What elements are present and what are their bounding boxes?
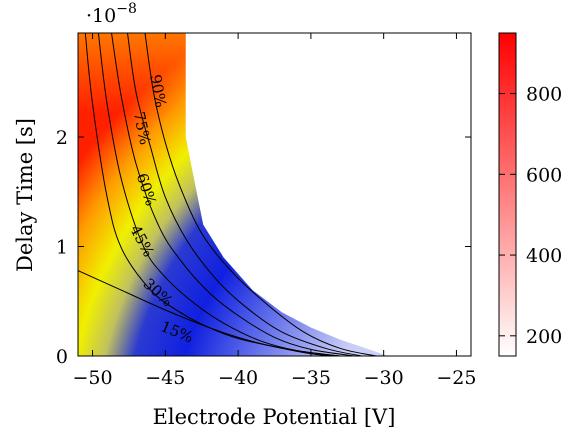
colorbar (498, 32, 517, 357)
x-tick-label: −25 (436, 367, 476, 389)
plot-frame (77, 32, 472, 357)
contour-line-4 (111, 33, 355, 356)
y-axis-label: Delay Time [s] (13, 118, 37, 272)
x-tick-label: −35 (291, 367, 331, 389)
colorbar-tick-label: 800 (526, 84, 562, 106)
colorbar-tick-label: 600 (526, 164, 562, 186)
y-tick-label: 2 (56, 127, 68, 149)
colorbar-ticks: 200 400 600 800 (499, 84, 562, 348)
y-axis-ticks: 0 1 2 (56, 127, 471, 368)
x-tick-label: −45 (145, 367, 185, 389)
x-tick-label: −40 (218, 367, 258, 389)
x-tick-label: −50 (73, 367, 113, 389)
contour-line-5 (127, 33, 362, 356)
contour-line-6 (144, 33, 377, 356)
contour-line-3 (97, 33, 341, 356)
colorbar-tick-label: 400 (526, 245, 562, 267)
x-axis-ticks: −50 −45 −40 −35 −30 −25 (73, 33, 476, 389)
contour-line-2 (84, 33, 333, 356)
contour-lines (78, 33, 377, 356)
x-axis-label: Electrode Potential [V] (153, 405, 396, 429)
contour-label-6: 90% (146, 73, 170, 109)
colorbar-tick-label: 200 (526, 326, 562, 348)
y-tick-label: 0 (56, 346, 68, 368)
y-scale-factor: ·10−8 (86, 1, 137, 27)
y-tick-label: 1 (56, 237, 68, 259)
x-tick-label: −30 (364, 367, 404, 389)
